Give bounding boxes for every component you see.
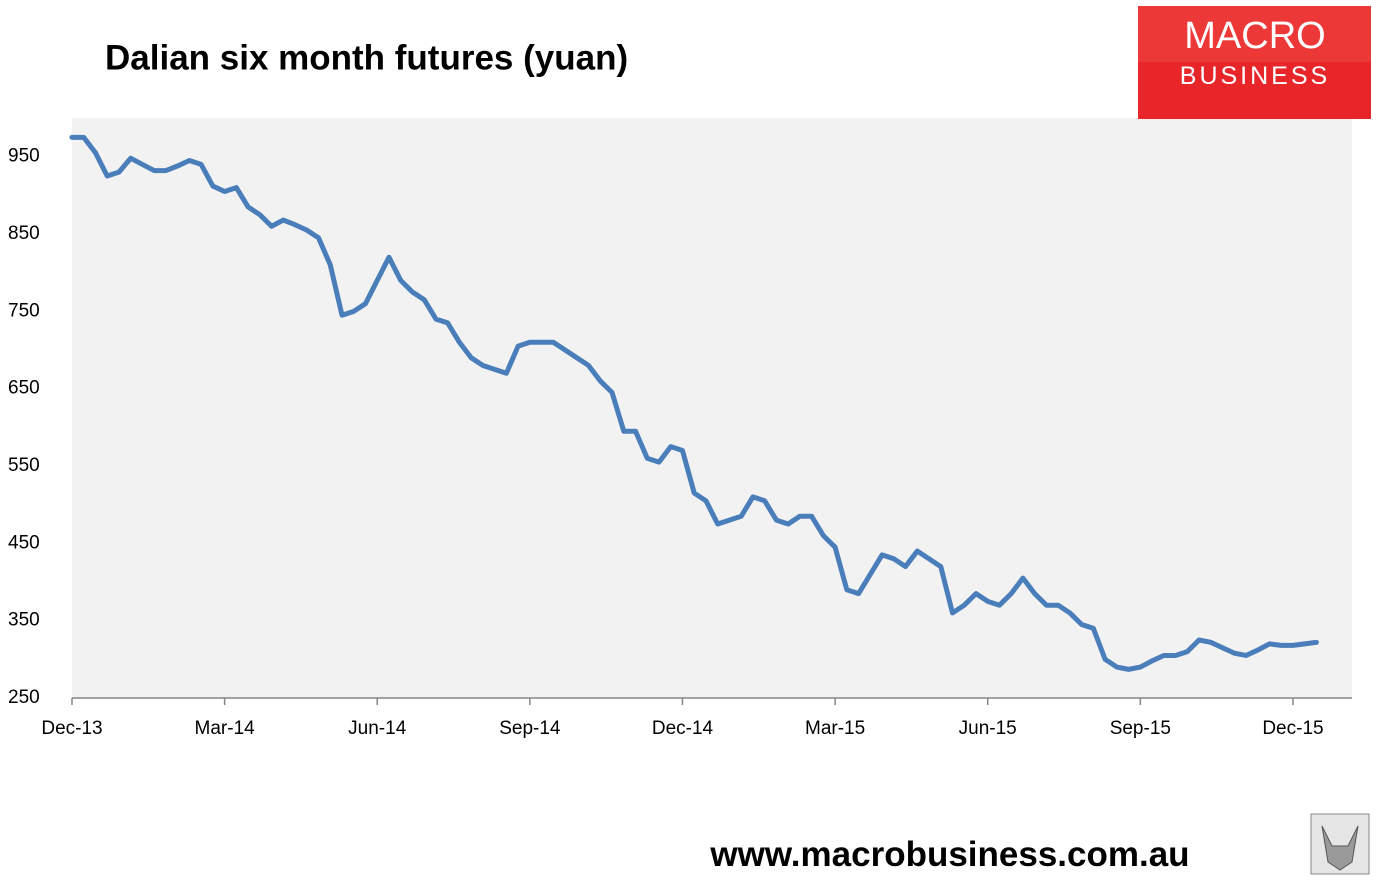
x-tick-label: Dec-13 xyxy=(41,718,102,739)
y-tick-label: 950 xyxy=(8,146,40,167)
logo-text: BUSINESS xyxy=(1180,62,1330,90)
y-tick-label: 550 xyxy=(8,455,40,476)
logo-text: MACRO xyxy=(1184,15,1325,57)
y-tick-label: 350 xyxy=(8,610,40,631)
plot-area xyxy=(72,118,1352,698)
chart-title: Dalian six month futures (yuan) xyxy=(105,38,628,77)
x-tick-label: Sep-15 xyxy=(1110,718,1171,739)
y-tick-label: 850 xyxy=(8,223,40,244)
y-tick-label: 450 xyxy=(8,532,40,553)
fox-logo-icon xyxy=(1321,825,1359,871)
data-line xyxy=(69,134,1319,672)
x-tick-label: Mar-15 xyxy=(805,718,865,739)
x-tick-label: Jun-14 xyxy=(348,718,407,739)
logo-shine xyxy=(1138,6,1371,62)
x-tick-label: Sep-14 xyxy=(499,718,561,739)
y-tick-label: 250 xyxy=(8,687,40,708)
y-tick-label: 750 xyxy=(8,300,40,321)
footer-url: www.macrobusiness.com.au xyxy=(709,835,1189,874)
x-tick-label: Mar-14 xyxy=(195,718,256,739)
x-tick-label: Jun-15 xyxy=(959,718,1017,739)
y-tick-label: 650 xyxy=(8,378,40,399)
x-tick-label: Dec-15 xyxy=(1262,718,1323,739)
x-tick-label: Dec-14 xyxy=(652,718,714,739)
